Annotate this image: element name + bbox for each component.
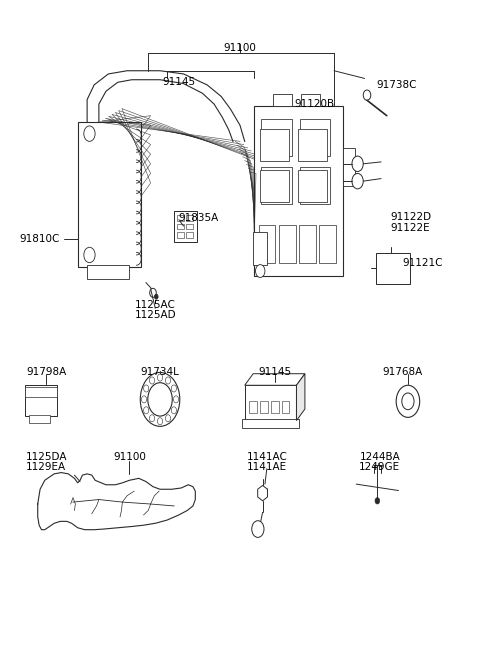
Bar: [299, 170, 327, 202]
Circle shape: [84, 247, 95, 263]
Bar: [259, 225, 275, 263]
Text: 91798A: 91798A: [26, 367, 66, 377]
Text: 91120B: 91120B: [294, 99, 334, 109]
Bar: [376, 253, 410, 284]
Text: 91100: 91100: [113, 452, 146, 462]
Bar: [24, 387, 57, 397]
Bar: [344, 148, 355, 186]
Bar: [177, 215, 183, 221]
Text: 1141AE: 1141AE: [247, 462, 287, 472]
Text: 1125DA: 1125DA: [25, 452, 67, 462]
Circle shape: [402, 393, 414, 409]
Polygon shape: [297, 374, 305, 421]
Bar: [299, 225, 316, 263]
Bar: [320, 225, 336, 263]
Circle shape: [252, 521, 264, 537]
Circle shape: [173, 396, 179, 403]
Bar: [299, 128, 327, 160]
Bar: [242, 419, 299, 428]
Circle shape: [157, 418, 163, 424]
Bar: [177, 232, 183, 238]
Circle shape: [166, 415, 170, 422]
Circle shape: [255, 265, 265, 278]
Text: 1125AD: 1125AD: [134, 310, 176, 320]
Circle shape: [149, 377, 155, 384]
Text: 91835A: 91835A: [179, 214, 219, 223]
Text: 1249GE: 1249GE: [359, 462, 400, 472]
Circle shape: [363, 90, 371, 100]
Circle shape: [144, 385, 149, 392]
Text: 91121C: 91121C: [402, 258, 443, 269]
Bar: [254, 106, 344, 276]
Bar: [260, 128, 289, 160]
Bar: [273, 94, 292, 106]
Bar: [261, 119, 292, 156]
Text: 91734L: 91734L: [141, 367, 180, 377]
Polygon shape: [245, 374, 305, 385]
Circle shape: [150, 288, 156, 297]
Circle shape: [166, 377, 170, 384]
Bar: [186, 223, 193, 229]
Bar: [29, 415, 50, 422]
Circle shape: [155, 294, 158, 299]
Bar: [78, 122, 141, 267]
Bar: [279, 225, 296, 263]
Bar: [271, 402, 278, 413]
Text: 1129EA: 1129EA: [26, 462, 66, 472]
Circle shape: [171, 385, 177, 392]
Text: 91122D: 91122D: [391, 212, 432, 222]
Text: 91738C: 91738C: [376, 80, 417, 90]
Bar: [282, 402, 289, 413]
Circle shape: [142, 396, 146, 403]
Bar: [260, 402, 268, 413]
Bar: [253, 233, 267, 265]
Text: 91100: 91100: [224, 43, 256, 53]
Circle shape: [396, 385, 420, 417]
Bar: [261, 167, 292, 204]
Bar: [245, 385, 297, 421]
Text: 91810C: 91810C: [19, 234, 60, 244]
Text: 91768A: 91768A: [382, 367, 422, 377]
FancyBboxPatch shape: [24, 385, 57, 416]
Bar: [87, 265, 130, 279]
Circle shape: [149, 415, 155, 422]
Bar: [300, 167, 330, 204]
Circle shape: [84, 126, 95, 141]
Circle shape: [148, 383, 172, 416]
Text: 1125AC: 1125AC: [135, 300, 176, 310]
Text: 1244BA: 1244BA: [360, 452, 400, 462]
Text: 91122E: 91122E: [391, 223, 430, 233]
Circle shape: [375, 498, 380, 504]
Bar: [260, 170, 289, 202]
Bar: [250, 402, 257, 413]
Circle shape: [171, 407, 177, 414]
Bar: [186, 215, 193, 221]
Circle shape: [140, 373, 180, 426]
Circle shape: [352, 174, 363, 189]
Circle shape: [144, 407, 149, 414]
Text: 91145: 91145: [162, 77, 195, 87]
Bar: [177, 223, 183, 229]
Circle shape: [352, 156, 363, 172]
Bar: [300, 119, 330, 156]
Circle shape: [157, 374, 163, 381]
Bar: [186, 232, 193, 238]
Text: 1141AC: 1141AC: [246, 452, 287, 462]
Bar: [301, 94, 320, 106]
Text: 91145: 91145: [259, 367, 292, 377]
Bar: [174, 212, 197, 242]
